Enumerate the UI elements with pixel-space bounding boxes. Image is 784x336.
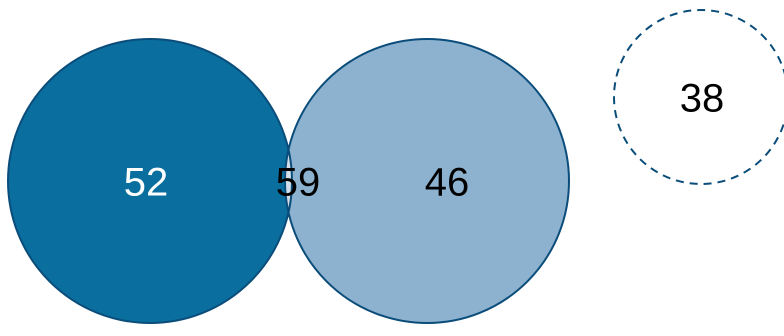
venn-circle-right [285, 39, 569, 323]
venn-outline-left [7, 38, 293, 324]
right-only-count: 46 [425, 161, 470, 205]
left-only-count: 52 [124, 161, 169, 205]
outside-set-circle [613, 9, 784, 185]
venn-outline-right [284, 38, 570, 324]
intersection-count: 59 [276, 161, 321, 205]
venn-circle-left [8, 39, 292, 323]
outside-count: 38 [680, 77, 725, 121]
